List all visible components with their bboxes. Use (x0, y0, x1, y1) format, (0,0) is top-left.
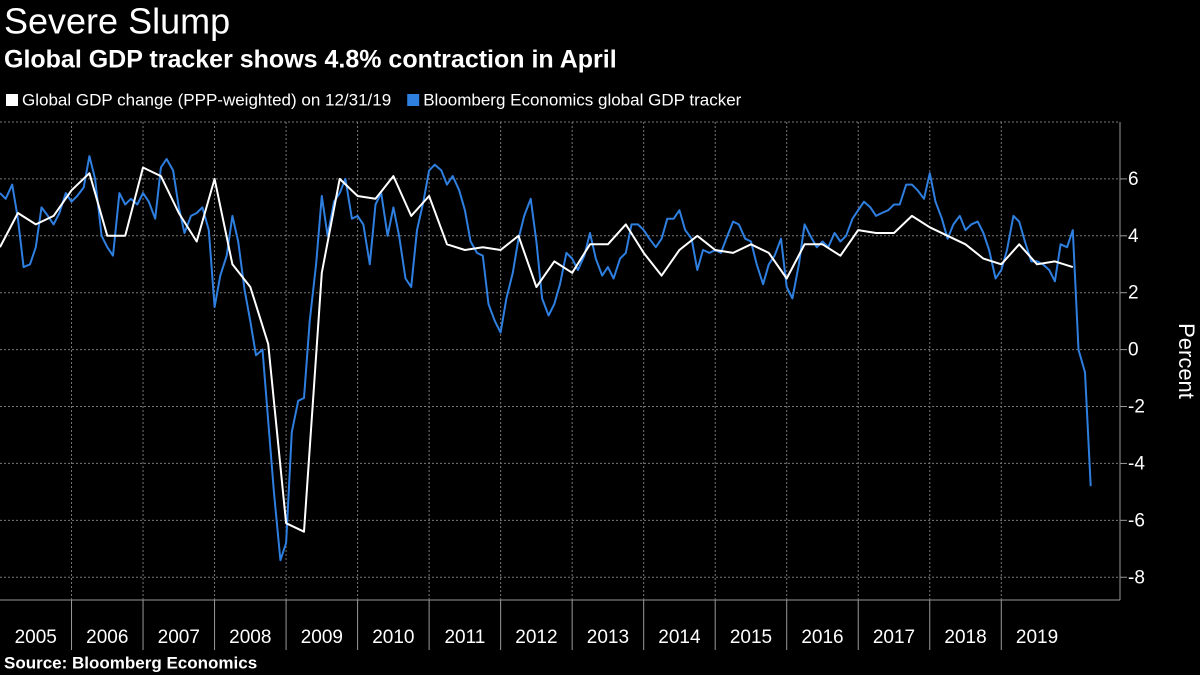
chart-title: Severe Slump (4, 1, 230, 42)
y-tick-label: -6 (1128, 510, 1145, 531)
y-tick-label: 2 (1128, 283, 1139, 304)
x-tick-label: 2006 (86, 627, 128, 648)
x-tick-label: 2018 (944, 627, 986, 648)
legend-swatch (6, 94, 18, 106)
x-tick-label: 2019 (1016, 627, 1058, 648)
y-tick-label: -2 (1128, 397, 1145, 418)
chart-subtitle: Global GDP tracker shows 4.8% contractio… (4, 46, 617, 74)
x-tick-label: 2012 (515, 627, 557, 648)
legend-label: Bloomberg Economics global GDP tracker (423, 90, 741, 109)
x-tick-label: 2005 (15, 627, 57, 648)
y-axis-label: Percent (1174, 323, 1199, 399)
x-tick-label: 2017 (873, 627, 915, 648)
y-tick-label: 6 (1128, 169, 1139, 190)
x-tick-label: 2011 (444, 627, 485, 648)
x-tick-label: 2016 (801, 627, 843, 648)
x-tick-label: 2007 (158, 627, 200, 648)
legend-label: Global GDP change (PPP-weighted) on 12/3… (22, 90, 391, 109)
x-tick-label: 2013 (587, 627, 629, 648)
series-line (0, 155, 1092, 562)
x-tick-label: 2010 (372, 627, 414, 648)
x-tick-label: 2008 (229, 627, 271, 648)
source: Source: Bloomberg Economics (4, 653, 257, 672)
y-tick-label: -8 (1128, 567, 1145, 588)
x-tick-label: 2014 (658, 627, 701, 648)
x-tick-label: 2015 (730, 627, 772, 648)
y-tick-label: 0 (1128, 340, 1139, 361)
legend-swatch (407, 94, 420, 106)
series-line (0, 166, 1074, 533)
x-tick-label: 2009 (301, 627, 343, 648)
y-tick-label: -4 (1128, 453, 1145, 474)
y-tick-label: 4 (1128, 226, 1139, 247)
